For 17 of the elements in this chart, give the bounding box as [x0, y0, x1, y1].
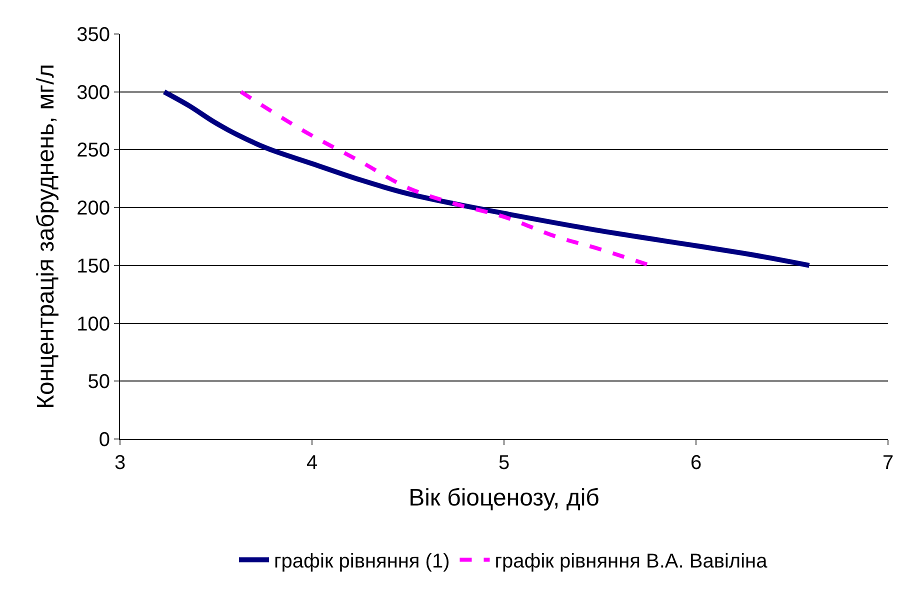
legend-label: графік рівняння (1) — [274, 550, 450, 573]
y-tick-label: 50 — [88, 371, 110, 394]
x-tick-label: 6 — [690, 452, 702, 474]
y-tick-label: 200 — [76, 198, 110, 220]
y-tick-label: 150 — [76, 255, 110, 278]
legend-label: графік рівняння В.А. Вавіліна — [494, 550, 768, 573]
x-tick-label: 3 — [114, 452, 126, 474]
x-tick-label: 7 — [882, 452, 894, 474]
y-tick-label: 250 — [76, 140, 110, 162]
y-tick-label: 300 — [76, 82, 110, 104]
x-tick-label: 5 — [498, 452, 510, 474]
x-axis-title: Вік біоценозу, діб — [408, 484, 600, 512]
y-tick-label: 100 — [76, 313, 110, 336]
x-tick-label: 4 — [306, 452, 318, 474]
y-tick-label: 0 — [98, 429, 110, 451]
y-tick-label: 350 — [76, 24, 110, 46]
y-axis-title: Концентрація забруднень, мг/л — [32, 64, 60, 410]
